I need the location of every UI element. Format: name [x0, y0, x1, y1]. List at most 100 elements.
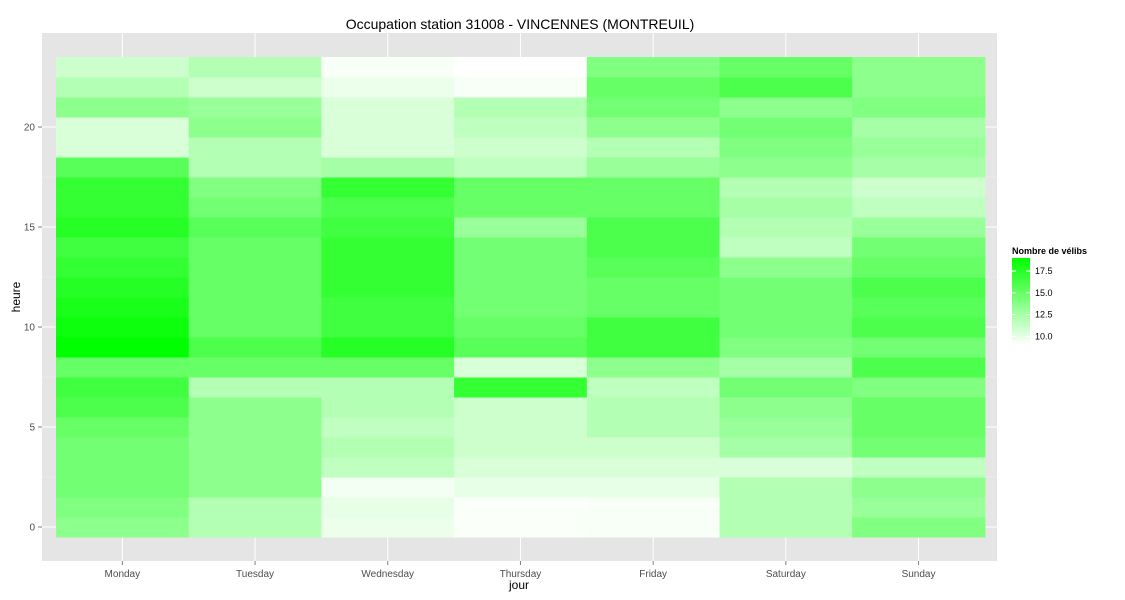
- heatmap-cell: [719, 457, 853, 478]
- heatmap-cell: [321, 257, 455, 278]
- x-tick-label: Saturday: [766, 569, 806, 580]
- heatmap-cell: [188, 317, 322, 338]
- heatmap-cell: [188, 197, 322, 218]
- x-tick-label: Monday: [105, 569, 141, 580]
- heatmap-cell: [586, 277, 720, 298]
- heatmap-cell: [719, 57, 853, 78]
- heatmap-cell: [586, 477, 720, 498]
- heatmap-cell: [719, 337, 853, 358]
- heatmap-cell: [719, 497, 853, 518]
- heatmap-cell: [56, 137, 190, 158]
- heatmap-cell: [188, 257, 322, 278]
- heatmap-cell: [321, 397, 455, 418]
- heatmap-cell: [56, 57, 190, 78]
- heatmap-cell: [719, 137, 853, 158]
- heatmap-cell: [56, 377, 190, 398]
- legend-colorbar: [1012, 258, 1030, 345]
- heatmap-cell: [321, 337, 455, 358]
- heatmap-cell: [56, 157, 190, 178]
- heatmap-cell: [321, 477, 455, 498]
- heatmap-cell: [188, 397, 322, 418]
- heatmap-cell: [454, 357, 588, 378]
- heatmap-cell: [56, 317, 190, 338]
- heatmap-cell: [586, 317, 720, 338]
- heatmap-cell: [188, 217, 322, 238]
- heatmap-cell: [719, 217, 853, 238]
- heatmap-cell: [454, 397, 588, 418]
- heatmap-cell: [188, 437, 322, 458]
- heatmap-cell: [188, 117, 322, 138]
- heatmap-cell: [852, 357, 986, 378]
- heatmap-cell: [586, 197, 720, 218]
- legend-tick-label: 15.0: [1035, 288, 1053, 298]
- heatmap-cell: [56, 497, 190, 518]
- heatmap-cell: [188, 517, 322, 538]
- heatmap-cell: [719, 157, 853, 178]
- heatmap-cell: [586, 57, 720, 78]
- heatmap-cell: [56, 197, 190, 218]
- heatmap-cell: [719, 477, 853, 498]
- heatmap-cell: [852, 57, 986, 78]
- heatmap-cell: [586, 397, 720, 418]
- heatmap-cell: [719, 437, 853, 458]
- heatmap-cell: [719, 117, 853, 138]
- heatmap-cell: [454, 177, 588, 198]
- legend-tick-label: 10.0: [1035, 331, 1053, 341]
- heatmap-cell: [188, 177, 322, 198]
- heatmap-cell: [454, 457, 588, 478]
- heatmap-cell: [188, 97, 322, 118]
- heatmap-cell: [188, 377, 322, 398]
- legend-title: Nombre de vélibs: [1012, 246, 1087, 256]
- heatmap-cell: [586, 237, 720, 258]
- heatmap-cell: [719, 377, 853, 398]
- heatmap-cell: [454, 197, 588, 218]
- heatmap-cell: [586, 337, 720, 358]
- heatmap-cell: [321, 237, 455, 258]
- x-axis: Monday Tuesday Wednesday Thursday Friday Satu…: [105, 561, 936, 580]
- heatmap-cell: [188, 57, 322, 78]
- heatmap-cell: [586, 137, 720, 158]
- heatmap-cell: [454, 237, 588, 258]
- heatmap-cell: [852, 457, 986, 478]
- heatmap-cell: [56, 237, 190, 258]
- heatmap-cell: [852, 277, 986, 298]
- heatmap-cell: [852, 377, 986, 398]
- heatmap-cell: [321, 117, 455, 138]
- heatmap-cell: [852, 337, 986, 358]
- heatmap-cell: [56, 357, 190, 378]
- legend: Nombre de vélibs 10.0 12.5 15.0 17.5: [1012, 246, 1087, 345]
- heatmap-cell: [852, 77, 986, 98]
- heatmap-cell: [321, 377, 455, 398]
- heatmap-cell: [719, 177, 853, 198]
- heatmap-cell: [321, 137, 455, 158]
- y-axis: 0 5 10 15 20: [24, 123, 42, 534]
- heatmap-cell: [454, 377, 588, 398]
- heatmap-cell: [852, 197, 986, 218]
- legend-tick-label: 17.5: [1035, 266, 1053, 276]
- heatmap-cell: [719, 97, 853, 118]
- heatmap-cell: [56, 117, 190, 138]
- heatmap-cell: [188, 337, 322, 358]
- heatmap-cell: [454, 137, 588, 158]
- heatmap-cell: [454, 157, 588, 178]
- x-tick-label: Thursday: [500, 569, 542, 580]
- heatmap-cell: [56, 297, 190, 318]
- heatmap-cell: [321, 357, 455, 378]
- heatmap-cell: [56, 437, 190, 458]
- heatmap-cell: [454, 77, 588, 98]
- heatmap-cell: [454, 477, 588, 498]
- heatmap-cell: [188, 77, 322, 98]
- heatmap-cell: [321, 497, 455, 518]
- heatmap-cell: [321, 197, 455, 218]
- heatmap-cell: [188, 297, 322, 318]
- heatmap-cell: [719, 357, 853, 378]
- heatmap-cell: [586, 457, 720, 478]
- heatmap-cell: [586, 377, 720, 398]
- heatmap-cell: [321, 277, 455, 298]
- heatmap-cell: [454, 297, 588, 318]
- heatmap-cell: [719, 277, 853, 298]
- heatmap-cell: [852, 397, 986, 418]
- heatmap-cell: [586, 97, 720, 118]
- y-tick-label: 5: [29, 423, 35, 434]
